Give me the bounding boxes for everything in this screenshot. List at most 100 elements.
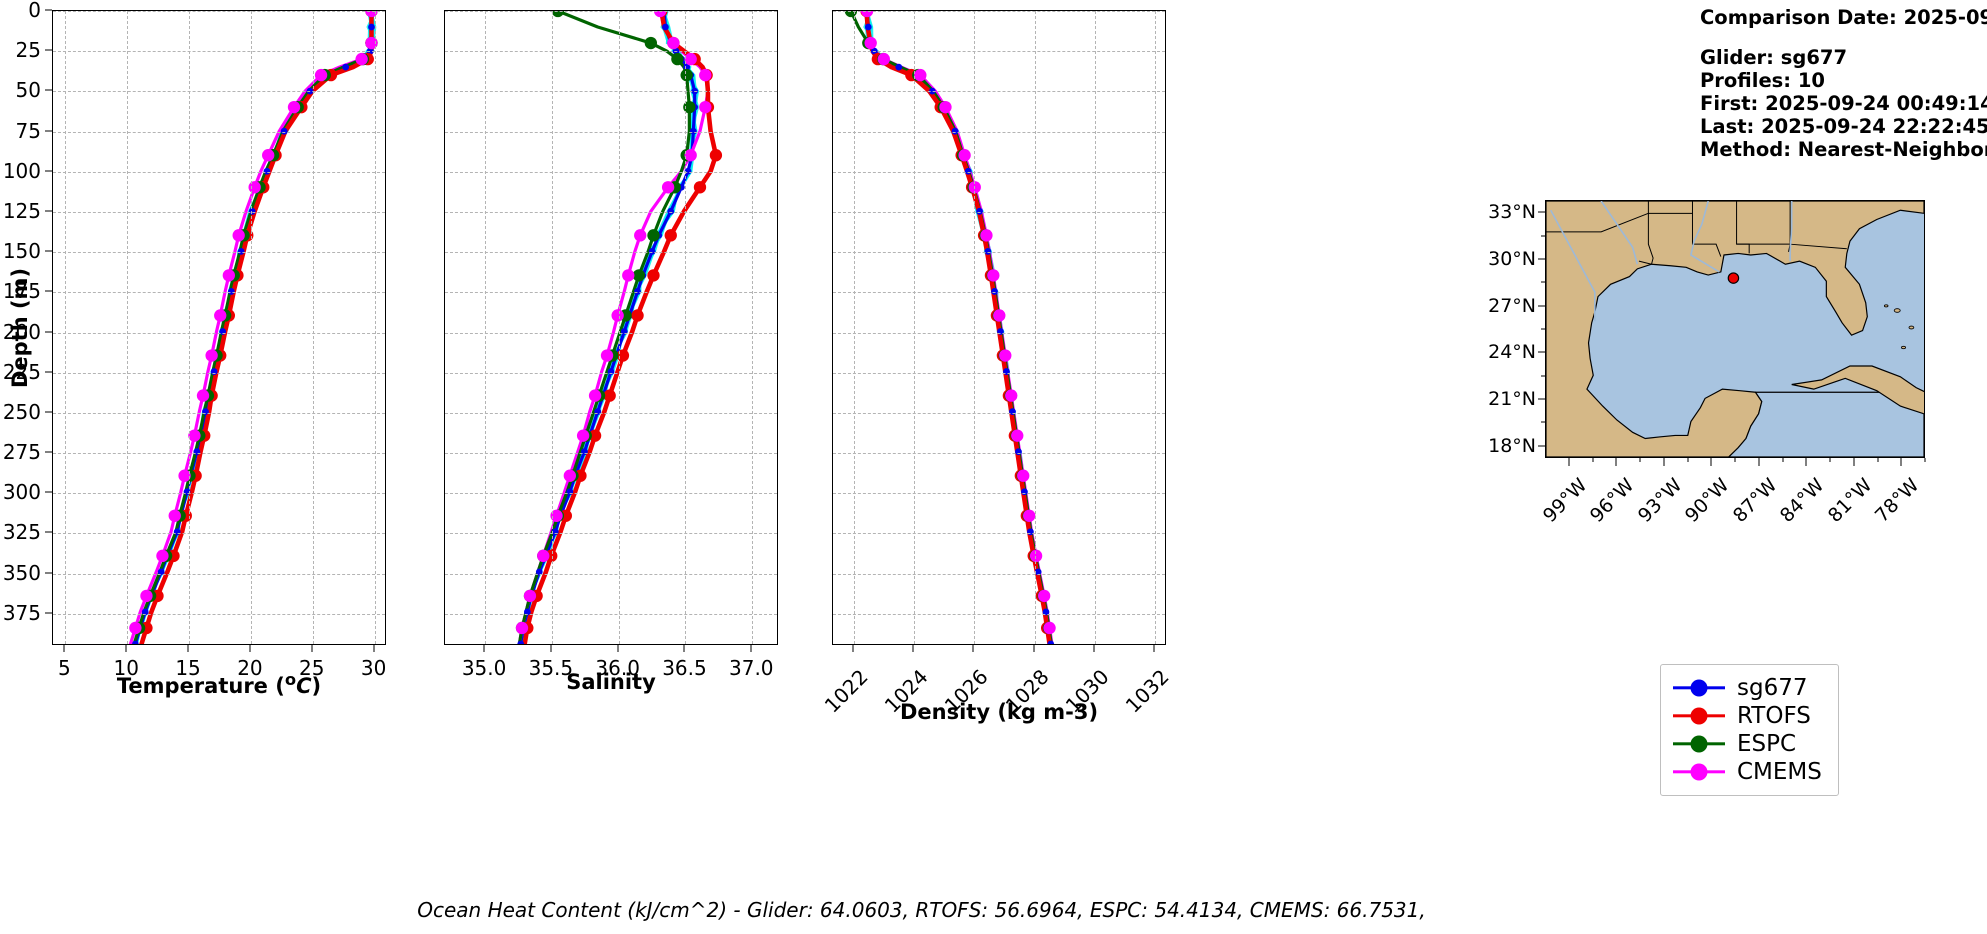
profile-marker-cmems [248, 181, 261, 194]
map-lat-label: 21°N [1488, 387, 1536, 410]
legend-label: CMEMS [1737, 759, 1822, 785]
series-legend: sg677 RTOFS ESPC CMEMS [1660, 664, 1839, 796]
profile-marker-cmems [140, 589, 153, 603]
profile-marker-cmems [1029, 549, 1043, 563]
x-tick-mark [249, 645, 251, 652]
profile-marker-cmems [914, 68, 927, 82]
y-tick-label: 225 [2, 359, 41, 384]
profile-marker-sg677 [263, 167, 271, 175]
y-tick-label: 150 [2, 239, 41, 264]
profile-marker-cmems [877, 52, 891, 66]
map-island [1883, 304, 1889, 308]
map-lat-tick [1538, 398, 1545, 400]
profile-marker-sg677 [280, 127, 288, 135]
map-border [1648, 212, 1722, 257]
map-lon-label: 99°W [1538, 474, 1592, 527]
profile-marker-sg677 [951, 127, 959, 135]
profiles-count-text: Profiles: 10 [1700, 69, 1825, 92]
map-lat-minor-tick [1541, 235, 1545, 237]
map-lon-label: 78°W [1871, 474, 1924, 527]
map-river [1690, 201, 1720, 273]
profile-marker-cmems [622, 269, 635, 282]
map-island [1908, 325, 1915, 330]
map-river [1789, 201, 1793, 262]
density-panel: Density (kg m-3) 1022 1024 1026 1028 1030 103… [820, 10, 1174, 724]
y-tick-label: 100 [2, 158, 41, 183]
profile-marker-cmems [699, 100, 712, 114]
profile-marker-sg677 [183, 488, 191, 496]
profile-marker-cmems [634, 229, 647, 242]
profile-marker-sg677 [984, 247, 992, 255]
y-tick-mark [45, 170, 52, 172]
metadata-block: Comparison Date: 2025-09-24 Glider: sg67… [1700, 6, 1987, 161]
map-lon-tick [1615, 458, 1617, 466]
x-tick-mark [750, 645, 752, 652]
profile-marker-sg677 [991, 288, 998, 295]
glider-position-marker[interactable] [1727, 272, 1740, 284]
profile-marker-cmems [188, 429, 201, 442]
temperature-plot-area [52, 10, 386, 645]
legend-item[interactable]: RTOFS [1673, 702, 1822, 730]
x-tick-mark [187, 645, 189, 652]
y-tick-mark [45, 49, 52, 51]
map-border [1790, 243, 1847, 250]
map-graphic [1546, 201, 1924, 457]
profile-spread-line [862, 11, 1054, 644]
map-lon-tick [1853, 458, 1855, 466]
x-tick-mark [483, 645, 485, 652]
y-tick-label: 350 [2, 560, 41, 585]
location-map: 33°N 30°N 27°N 24°N 21°N 18°N 99°W 96°W 93°W 90°W… [1488, 200, 1926, 527]
legend-item[interactable]: sg677 [1673, 674, 1822, 702]
profile-marker-sg677 [864, 23, 872, 31]
legend-item[interactable]: CMEMS [1673, 758, 1822, 786]
metadata-spacer [1700, 29, 1987, 46]
profile-marker-cmems [365, 36, 378, 50]
profile-marker-cmems [262, 149, 275, 162]
profile-marker-cmems [939, 100, 952, 114]
y-tick-mark [45, 572, 52, 574]
ohc-caption-text: Ocean Heat Content (kJ/cm^2) - Glider: 6… [417, 898, 1426, 922]
profile-marker-cmems [993, 309, 1006, 322]
y-tick-mark [45, 130, 52, 132]
profile-marker-rtofs [664, 229, 677, 242]
salinity-axis-label: Salinity [566, 670, 656, 694]
profile-marker-cmems [968, 181, 981, 194]
profile-spread-line [866, 11, 1054, 644]
profile-line-rtofs [864, 11, 1052, 644]
profile-marker-sg677 [306, 87, 314, 95]
first-profile-time-text: First: 2025-09-24 00:49:14 [1700, 92, 1987, 115]
profile-marker-sg677 [1003, 368, 1010, 375]
map-caribbean [1727, 391, 1924, 457]
salinity-panel: Salinity 35.0 35.5 36.0 36.5 37.0 [444, 10, 778, 694]
map-lon-minor-tick [1877, 458, 1878, 462]
x-tick-label: 1032 [1120, 664, 1174, 718]
map-lat-minor-tick [1541, 375, 1545, 377]
map-lon-label: 90°W [1681, 474, 1734, 527]
profile-marker-espc [551, 11, 565, 18]
profile-marker-sg677 [535, 568, 543, 576]
y-tick-label: 125 [2, 198, 41, 223]
profile-marker-cmems [168, 509, 181, 522]
profile-marker-cmems [980, 229, 993, 242]
x-tick-label: 20 [237, 656, 263, 680]
x-tick-label: 30 [360, 656, 387, 680]
profile-marker-sg677 [689, 127, 697, 135]
legend-label: ESPC [1737, 731, 1797, 757]
profile-spread-line [864, 11, 1051, 644]
map-lon-label: 93°W [1633, 474, 1687, 527]
profile-marker-cmems [864, 36, 877, 50]
profile-marker-cmems [178, 469, 191, 482]
legend-item[interactable]: ESPC [1673, 730, 1822, 758]
profile-marker-cmems [314, 68, 328, 82]
profile-marker-cmems [600, 349, 614, 362]
profile-marker-sg677 [237, 247, 245, 255]
profile-marker-cmems [515, 621, 529, 635]
legend-swatch-espc [1673, 735, 1725, 753]
y-tick-mark [45, 331, 52, 333]
map-lat-minor-tick [1541, 328, 1545, 330]
profile-marker-sg677 [202, 408, 209, 416]
profile-marker-cmems [214, 309, 227, 322]
x-tick-label: 36.5 [662, 656, 707, 680]
profile-marker-espc [632, 269, 646, 282]
profile-marker-sg677 [581, 448, 588, 456]
